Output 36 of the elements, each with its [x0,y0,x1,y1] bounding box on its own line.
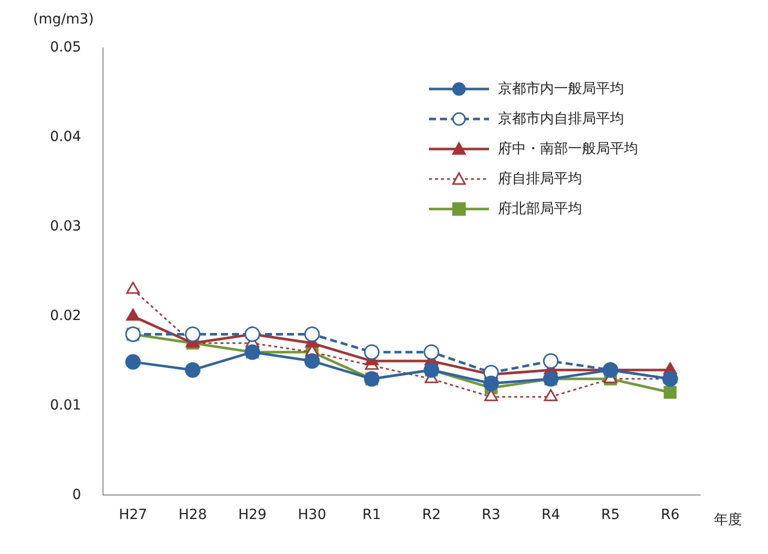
x-tick-label: H30 [298,507,326,524]
x-tick-label: H29 [238,507,267,524]
legend-label: 府中・南部一般局平均 [498,140,638,158]
legend-label: 京都市内自排局平均 [498,110,624,128]
y-tick-label: 0.04 [50,129,82,146]
y-tick-label: 0.02 [50,308,82,324]
point [126,308,140,321]
x-tick-label: R2 [422,507,441,524]
y-tick-label: 0.01 [50,397,82,414]
point [184,326,200,342]
legend-label: 府自排局平均 [498,170,582,188]
point [304,326,320,342]
point [304,353,320,369]
y-tick-label: 0.05 [50,40,82,56]
x-tick-label: R3 [482,507,500,524]
legend-label: 京都市内一般局平均 [498,80,624,98]
x-tick-label: H27 [118,507,148,524]
point [364,344,380,360]
y-tick-label: 0 [72,486,82,503]
point [543,353,559,369]
point [125,354,141,370]
y-axis-title: (mg/m3) [33,12,94,28]
legend-label: 府北部局平均 [498,200,582,218]
y-tick-label: 0.03 [50,218,82,235]
point [424,344,440,360]
x-tick-label: R1 [362,507,382,524]
x-axis-title: 年度 [714,512,742,528]
point [483,376,499,392]
point [244,326,260,342]
point [664,386,677,399]
point [184,362,200,378]
x-tick-label: H28 [178,507,207,524]
point [126,282,140,294]
x-tick-label: R4 [541,507,560,524]
x-tick-label: R6 [660,507,680,524]
x-tick-label: R5 [601,507,620,524]
